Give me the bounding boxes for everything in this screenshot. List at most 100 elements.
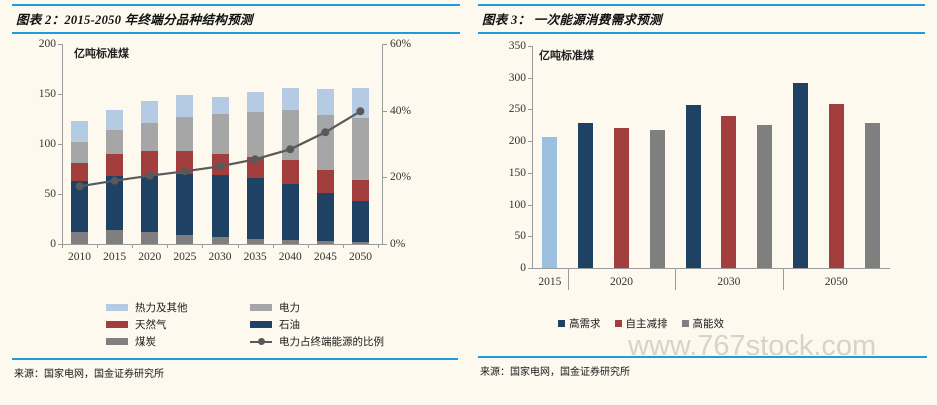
y2-axis-tickmark <box>383 44 387 45</box>
bar-segment-石油 <box>141 176 159 232</box>
x-axis-tick-label: 2045 <box>313 251 337 263</box>
legend-color-swatch <box>106 338 128 345</box>
bar-segment-天然气 <box>316 170 334 193</box>
legend-item-自主减排: 自主减排 <box>614 316 668 331</box>
legend-color-swatch <box>106 304 128 311</box>
bar-segment-热力及其他 <box>351 88 369 118</box>
grouped-bar-2020-高能效 <box>649 130 665 268</box>
bar-segment-电力 <box>176 117 194 151</box>
bar-segment-煤炭 <box>211 237 229 244</box>
bar-segment-热力及其他 <box>281 88 299 110</box>
y-axis-tick-label: 150 <box>38 88 56 100</box>
y-axis-tickmark <box>528 141 532 143</box>
figure-3-unit-label: 亿吨标准煤 <box>539 49 594 62</box>
bar-segment-天然气 <box>141 151 159 176</box>
figure-3-source-rule <box>478 356 927 358</box>
bar-segment-煤炭 <box>351 242 369 244</box>
legend-item-label: 高能效 <box>692 318 725 330</box>
bar-segment-电力 <box>211 114 229 154</box>
y-axis-tick-label: 300 <box>508 71 526 84</box>
figure-2-title: 图表 2：2015-2050 年终端分品种结构预测 <box>16 13 253 27</box>
legend-item-label: 电力 <box>279 302 300 314</box>
legend-item-煤炭: 煤炭 <box>106 334 156 349</box>
figure-2-unit-label: 亿吨标准煤 <box>74 47 129 60</box>
figure-2-legend: 热力及其他 电力 天然气 石油 煤炭 电力占终端能源的比例 <box>20 300 450 350</box>
y-axis-tick-label: 350 <box>508 40 526 52</box>
x-axis-tickmark <box>132 244 134 248</box>
x-axis <box>532 268 890 269</box>
y-axis-tickmark <box>58 94 62 95</box>
figure-3-source: 来源：国家电网，国金证券研究所 <box>480 367 630 378</box>
legend-item-label: 热力及其他 <box>135 302 188 314</box>
y-axis-tickmark <box>58 44 62 45</box>
bar-segment-煤炭 <box>246 239 264 244</box>
x-axis-tick-label: 2010 <box>68 251 92 263</box>
legend-item-label: 天然气 <box>135 319 167 331</box>
y2-axis-tickmark <box>383 177 387 179</box>
y-axis-tick-label: 100 <box>38 138 56 150</box>
y-axis-tickmark <box>528 204 532 206</box>
bar-segment-天然气 <box>71 163 89 181</box>
bar-segment-天然气 <box>246 157 264 178</box>
y2-axis-tickmark <box>383 110 387 112</box>
x-axis-tickmark <box>378 244 379 248</box>
bar-segment-天然气 <box>281 160 299 184</box>
legend-item-热力及其他: 热力及其他 <box>106 300 188 315</box>
bar-segment-煤炭 <box>141 232 159 244</box>
bar-segment-天然气 <box>176 151 194 174</box>
legend-item-高需求: 高需求 <box>558 316 601 331</box>
x-axis-tick-label: 2030 <box>208 251 232 263</box>
line-marker <box>145 171 154 180</box>
legend-color-swatch <box>106 321 128 328</box>
y-axis-tickmark <box>528 46 532 47</box>
bar-segment-煤炭 <box>281 240 299 244</box>
legend-item-label: 电力占终端能源的比例 <box>279 336 384 348</box>
x-axis-tick-label: 2040 <box>278 251 302 263</box>
legend-item-电力占终端能源的比例: 电力占终端能源的比例 <box>250 334 384 349</box>
bar-segment-热力及其他 <box>246 92 264 112</box>
y-axis-tick-label: 200 <box>508 135 526 148</box>
figure-2-source-rule <box>12 358 458 360</box>
y-axis-tick-label: 150 <box>508 166 526 179</box>
bar-segment-电力 <box>106 130 124 154</box>
x-axis-group-label: 2050 <box>824 276 848 288</box>
y-axis-tickmark <box>58 244 62 245</box>
stacked-bar <box>246 44 264 244</box>
bar-segment-热力及其他 <box>71 121 89 142</box>
y2-axis-tick-label: 0% <box>390 238 406 250</box>
stacked-bar <box>71 44 89 244</box>
x-axis-tick-label: 2015 <box>103 251 127 263</box>
bar-segment-石油 <box>281 184 299 240</box>
grouped-bar-2030-自主减排 <box>721 115 737 268</box>
x-axis-group-separator <box>675 268 677 290</box>
bar-segment-热力及其他 <box>176 95 194 117</box>
line-marker <box>180 167 189 176</box>
y-axis-tick-label: 0 <box>520 262 526 274</box>
line-marker <box>110 176 119 185</box>
legend-color-swatch <box>558 320 565 327</box>
bar-segment-石油 <box>71 181 89 232</box>
bar-segment-石油 <box>351 201 369 242</box>
legend-item-电力: 电力 <box>250 300 300 315</box>
legend-item-label: 高需求 <box>569 318 601 330</box>
x-axis-tickmark <box>167 244 169 248</box>
figure-3-title: 图表 3： 一次能源消费需求预测 <box>482 13 662 27</box>
bar-segment-煤炭 <box>176 235 194 244</box>
x-axis-tickmark <box>342 244 344 248</box>
x-axis-group-label: 2015 <box>538 276 562 288</box>
y-axis-tick-label: 200 <box>38 38 56 50</box>
y-axis <box>532 46 533 269</box>
line-marker <box>216 162 224 171</box>
title-rule-top <box>478 4 925 6</box>
electricity-share-line <box>75 107 365 191</box>
line-marker <box>321 128 330 137</box>
x-axis-group-separator <box>782 268 784 290</box>
bar-segment-电力 <box>141 123 159 151</box>
bar-segment-天然气 <box>351 180 369 201</box>
title-rule-top <box>12 4 460 6</box>
x-axis-tickmark <box>307 244 309 248</box>
grouped-bar-2020-自主减排 <box>614 127 629 268</box>
figure-2-source: 来源：国家电网，国金证券研究所 <box>14 369 164 380</box>
legend-item-label: 煤炭 <box>135 336 156 348</box>
x-axis-group-label: 2030 <box>717 276 741 288</box>
